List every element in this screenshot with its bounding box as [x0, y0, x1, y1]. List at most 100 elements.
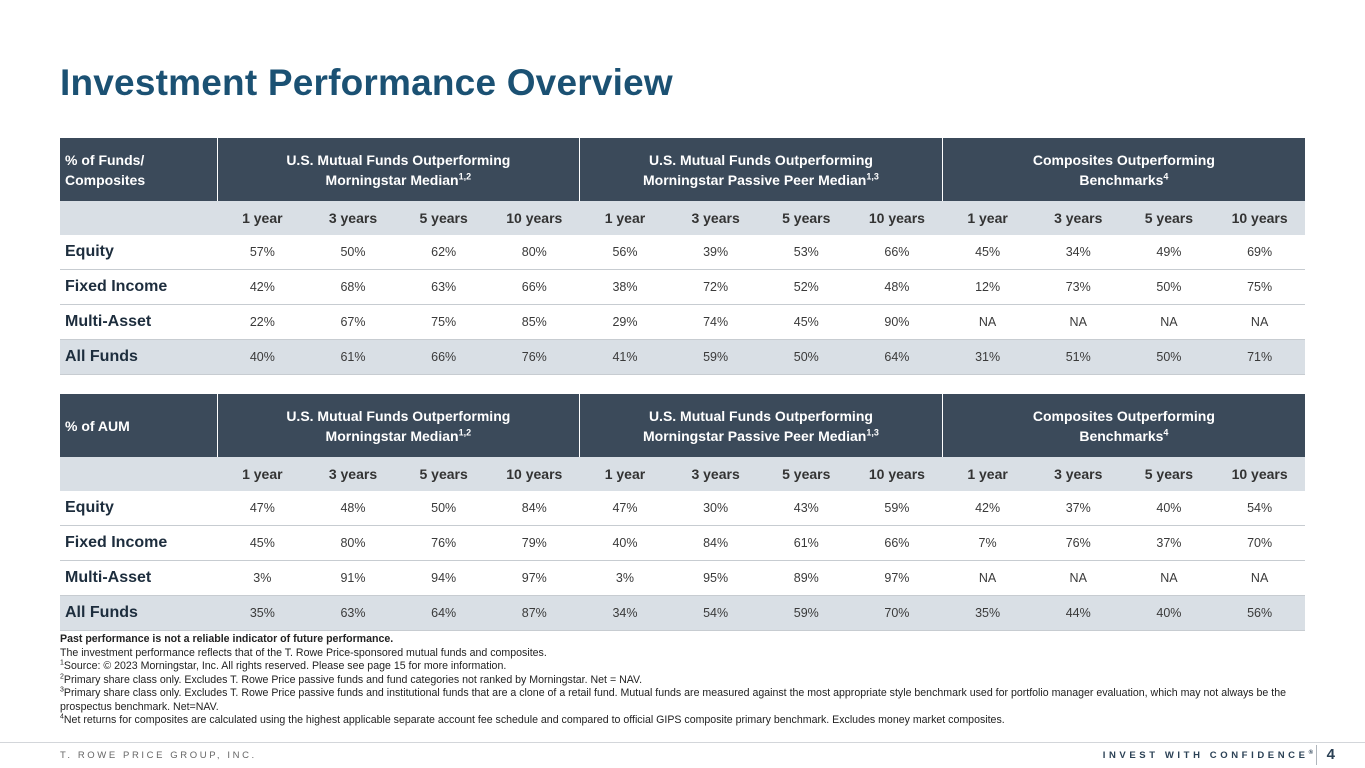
- table-row: All Funds 40% 61% 66% 76% 41% 59% 50% 64% 31% 51% 5…: [60, 339, 1305, 375]
- period-header: 1 year: [217, 457, 308, 491]
- period-header: 5 years: [1123, 457, 1215, 491]
- page-number: 4: [1326, 746, 1335, 763]
- period-header: 3 years: [1032, 201, 1124, 235]
- table-cell: 59%: [760, 595, 852, 631]
- table-cell: 84%: [670, 525, 761, 561]
- row-label: All Funds: [60, 595, 217, 631]
- period-header: 10 years: [1214, 457, 1305, 491]
- group-header-row: % of AUM U.S. Mutual Funds Outperforming M…: [60, 394, 1305, 457]
- period-header: 1 year: [942, 201, 1033, 235]
- table-cell: 91%: [307, 560, 399, 596]
- table-cell: 34%: [1032, 235, 1124, 270]
- period-header: 10 years: [488, 457, 580, 491]
- table-cell: 40%: [1123, 595, 1215, 631]
- table-label-line-1: % of AUM: [65, 417, 130, 434]
- table-cell: 66%: [488, 269, 580, 305]
- disclaimer: Past performance is not a reliable indic…: [60, 633, 394, 645]
- group-header-2: U.S. Mutual Funds Outperforming Morningst…: [579, 138, 943, 201]
- funds-performance-table: % of Funds/Composites U.S. Mutual Funds O…: [60, 138, 1305, 375]
- table-cell: 67%: [307, 304, 399, 340]
- table-cell: 50%: [1123, 269, 1215, 305]
- table-cell: 53%: [760, 235, 852, 270]
- table-cell: 3%: [217, 560, 308, 596]
- table-cell: 59%: [851, 491, 943, 526]
- group-header-2: U.S. Mutual Funds Outperforming Morningst…: [579, 394, 943, 457]
- period-header: 1 year: [579, 457, 671, 491]
- table-row: Multi-Asset 22% 67% 75% 85% 29% 74% 45% 90% NA NA N…: [60, 304, 1305, 340]
- table-cell: NA: [1032, 304, 1124, 340]
- table-cell: NA: [1214, 304, 1305, 340]
- table-cell: 7%: [942, 525, 1033, 561]
- table-cell: 70%: [1214, 525, 1305, 561]
- footnote-intro: The investment performance reflects that…: [60, 646, 547, 659]
- table-cell: 56%: [579, 235, 671, 270]
- table-cell: 50%: [1123, 339, 1215, 375]
- period-header: 5 years: [760, 201, 852, 235]
- aum-performance-table: % of AUM U.S. Mutual Funds Outperforming M…: [60, 394, 1305, 631]
- period-header-row: 1 year 3 years 5 years 10 years 1 year 3 year…: [60, 457, 1305, 491]
- period-header: 5 years: [1123, 201, 1215, 235]
- table-cell: 45%: [217, 525, 308, 561]
- row-label: Fixed Income: [60, 525, 217, 561]
- table-cell: NA: [1123, 304, 1215, 340]
- table-cell: 49%: [1123, 235, 1215, 270]
- period-header: 10 years: [851, 457, 943, 491]
- period-header: 5 years: [398, 201, 489, 235]
- table-cell: 64%: [398, 595, 489, 631]
- group-header-3: Composites Outperforming Benchmarks4: [941, 138, 1305, 201]
- table-cell: NA: [942, 304, 1033, 340]
- table-cell: 40%: [579, 525, 671, 561]
- table-cell: 47%: [217, 491, 308, 526]
- table-cell: 35%: [217, 595, 308, 631]
- group-header-1: U.S. Mutual Funds Outperforming Morningst…: [216, 394, 580, 457]
- group-header-1: U.S. Mutual Funds Outperforming Morningst…: [216, 138, 580, 201]
- table-cell: 61%: [307, 339, 399, 375]
- footnotes: Past performance is not a reliable indic…: [60, 633, 1310, 728]
- table-cell: 76%: [488, 339, 580, 375]
- row-label: All Funds: [60, 339, 217, 375]
- table-row: Equity 47% 48% 50% 84% 47% 30% 43% 59% 42% 37% 40% 5…: [60, 491, 1305, 526]
- table-cell: 54%: [670, 595, 761, 631]
- footer-tagline: INVEST WITH CONFIDENCE®: [1102, 750, 1313, 762]
- table-cell: 35%: [942, 595, 1033, 631]
- table-cell: 50%: [398, 491, 489, 526]
- period-header: 3 years: [307, 201, 399, 235]
- table-cell: 68%: [307, 269, 399, 305]
- period-header: 1 year: [217, 201, 308, 235]
- footer-divider: [0, 742, 1365, 743]
- table-cell: 75%: [398, 304, 489, 340]
- table-cell: 71%: [1214, 339, 1305, 375]
- table-cell: 61%: [760, 525, 852, 561]
- table-cell: 42%: [217, 269, 308, 305]
- period-header: 1 year: [579, 201, 671, 235]
- period-header: 3 years: [307, 457, 399, 491]
- table-cell: 38%: [579, 269, 671, 305]
- period-header: 10 years: [488, 201, 580, 235]
- table-cell: 63%: [398, 269, 489, 305]
- table-row: Fixed Income 42% 68% 63% 66% 38% 72% 52% 48% 12% 7…: [60, 269, 1305, 305]
- table-row: Multi-Asset 3% 91% 94% 97% 3% 95% 89% 97% NA NA NA N…: [60, 560, 1305, 596]
- table-cell: 37%: [1123, 525, 1215, 561]
- table-cell: 79%: [488, 525, 580, 561]
- table-cell: 62%: [398, 235, 489, 270]
- row-label: Multi-Asset: [60, 560, 217, 596]
- table-cell: 73%: [1032, 269, 1124, 305]
- table-cell: 54%: [1214, 491, 1305, 526]
- table-cell: 70%: [851, 595, 943, 631]
- table-cell: 37%: [1032, 491, 1124, 526]
- page-title: Investment Performance Overview: [60, 62, 673, 103]
- table-cell: 30%: [670, 491, 761, 526]
- table-row: Equity 57% 50% 62% 80% 56% 39% 53% 66% 45% 34% 49% 6…: [60, 235, 1305, 270]
- table-cell: 94%: [398, 560, 489, 596]
- table-cell: 40%: [1123, 491, 1215, 526]
- table-cell: 76%: [1032, 525, 1124, 561]
- table-cell: 66%: [851, 235, 943, 270]
- footnote-2: 2Primary share class only. Excludes T. R…: [60, 672, 643, 686]
- table-label-line-2: Composites: [65, 171, 146, 188]
- row-label: Equity: [60, 235, 217, 270]
- footer-company: T. ROWE PRICE GROUP, INC.: [60, 750, 257, 761]
- period-header-blank: [60, 457, 217, 491]
- table-cell: 69%: [1214, 235, 1305, 270]
- footnote-1: 1Source: © 2023 Morningstar, Inc. All ri…: [60, 659, 507, 672]
- period-header: 3 years: [670, 457, 761, 491]
